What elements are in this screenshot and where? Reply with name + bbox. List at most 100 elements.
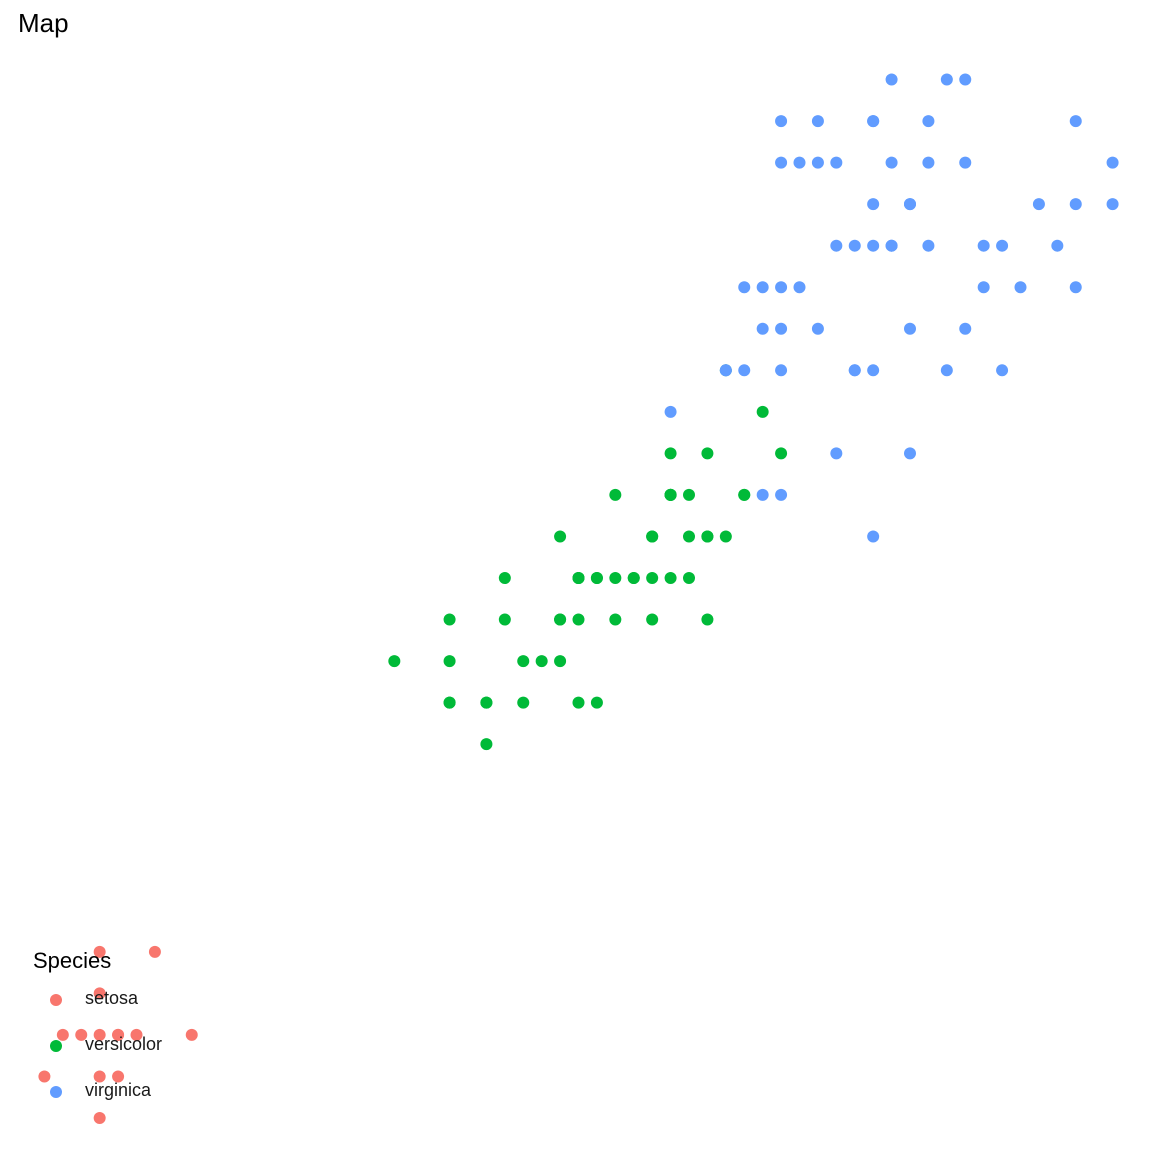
- point-versicolor-39: [646, 613, 659, 626]
- legend-item-setosa: setosa: [33, 986, 138, 1032]
- point-versicolor-14: [498, 572, 511, 584]
- point-setosa-8: [112, 1028, 125, 1041]
- point-virginica-52: [904, 198, 916, 211]
- point-virginica-54: [904, 322, 916, 335]
- point-versicolor-47: [590, 572, 603, 584]
- point-virginica-49: [1032, 198, 1045, 211]
- point-versicolor-4: [683, 488, 695, 501]
- point-versicolor-22: [738, 488, 751, 501]
- point-versicolor-8: [683, 572, 695, 584]
- point-virginica-46: [775, 364, 788, 377]
- point-versicolor-19: [554, 655, 567, 668]
- point-virginica-14: [811, 156, 824, 169]
- point-virginica-12: [756, 281, 769, 294]
- point-virginica-7: [996, 364, 1009, 377]
- point-virginica-1: [775, 322, 788, 335]
- point-virginica-13: [775, 115, 788, 128]
- point-versicolor-11: [609, 488, 622, 501]
- point-virginica-29: [1014, 281, 1027, 294]
- point-virginica-48: [996, 239, 1009, 252]
- point-virginica-16: [1069, 198, 1082, 211]
- point-versicolor-29: [480, 696, 493, 709]
- point-setosa-6: [93, 987, 106, 1000]
- point-virginica-45: [830, 156, 843, 169]
- point-virginica-35: [848, 364, 861, 377]
- point-virginica-39: [775, 156, 788, 169]
- point-versicolor-9: [554, 530, 567, 543]
- point-virginica-27: [904, 447, 916, 460]
- legend-label-setosa: setosa: [85, 988, 139, 1008]
- point-versicolor-13: [701, 530, 714, 543]
- point-versicolor-35: [664, 447, 677, 460]
- point-virginica-11: [848, 239, 861, 252]
- point-virginica-10: [811, 322, 824, 335]
- point-setosa-10: [38, 1070, 51, 1083]
- point-versicolor-30: [535, 655, 548, 668]
- point-setosa-11: [56, 1028, 69, 1041]
- point-versicolor-6: [701, 447, 714, 460]
- point-virginica-28: [959, 322, 972, 335]
- point-virginica-20: [738, 281, 751, 294]
- point-virginica-41: [885, 73, 898, 86]
- point-versicolor-12: [572, 696, 585, 709]
- point-versicolor-38: [572, 572, 585, 584]
- point-setosa-13: [93, 1112, 106, 1124]
- point-virginica-43: [756, 322, 769, 335]
- point-versicolor-41: [572, 613, 585, 626]
- point-virginica-24: [940, 364, 953, 377]
- legend-label-versicolor: versicolor: [85, 1034, 163, 1054]
- point-versicolor-53: [498, 613, 511, 626]
- point-versicolor-31: [517, 696, 530, 709]
- legend-label-virginica: virginica: [85, 1080, 152, 1100]
- point-virginica-31: [775, 488, 788, 501]
- point-virginica-53: [885, 239, 898, 252]
- point-setosa-5: [148, 945, 161, 958]
- point-versicolor-36: [646, 572, 659, 584]
- point-setosa-9: [130, 1028, 143, 1041]
- point-versicolor-52: [443, 655, 456, 668]
- point-virginica-44: [793, 281, 806, 294]
- point-versicolor-42: [443, 696, 456, 709]
- point-virginica-47: [811, 115, 824, 128]
- chart-title: Map: [18, 8, 69, 38]
- series-virginica: [664, 73, 1119, 543]
- point-virginica-8: [959, 73, 972, 86]
- legend-item-versicolor: versicolor: [33, 1032, 162, 1078]
- legend-item-virginica: virginica: [33, 1078, 151, 1124]
- point-virginica-18: [756, 488, 769, 501]
- point-versicolor-17: [590, 696, 603, 709]
- legend: Species setosa versicolor virginica: [33, 948, 162, 1124]
- point-versicolor-27: [756, 405, 769, 418]
- point-setosa-0: [93, 1028, 106, 1041]
- point-virginica-26: [867, 239, 880, 252]
- point-versicolor-48: [443, 613, 456, 626]
- point-setosa-12: [185, 1028, 198, 1041]
- point-virginica-58: [922, 115, 935, 128]
- point-versicolor-34: [664, 488, 677, 501]
- legend-key-versicolor: [50, 1040, 62, 1052]
- point-virginica-37: [830, 239, 843, 252]
- point-versicolor-23: [701, 613, 714, 626]
- point-virginica-56: [1069, 115, 1082, 128]
- point-virginica-50: [977, 281, 990, 294]
- point-virginica-22: [738, 364, 751, 377]
- point-versicolor-26: [719, 530, 732, 543]
- legend-key-virginica: [50, 1086, 62, 1098]
- point-versicolor-25: [646, 530, 659, 543]
- point-setosa-2: [75, 1028, 88, 1041]
- point-versicolor-5: [664, 572, 677, 584]
- point-setosa-7: [112, 1070, 125, 1083]
- point-versicolor-33: [775, 447, 788, 460]
- point-versicolor-40: [683, 530, 695, 543]
- point-virginica-3: [867, 364, 880, 377]
- point-versicolor-45: [627, 572, 640, 584]
- point-virginica-32: [867, 530, 880, 543]
- point-virginica-55: [1106, 198, 1119, 211]
- point-setosa-4: [93, 945, 106, 958]
- point-virginica-40: [922, 156, 935, 169]
- point-versicolor-44: [609, 613, 622, 626]
- point-virginica-21: [1069, 281, 1082, 294]
- point-virginica-17: [1106, 156, 1119, 169]
- point-versicolor-43: [609, 572, 622, 584]
